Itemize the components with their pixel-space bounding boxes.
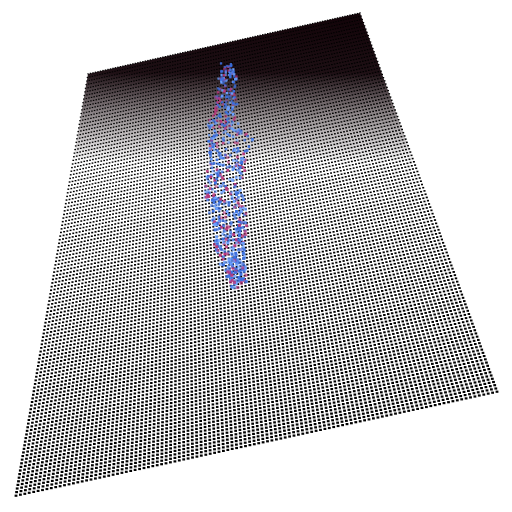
glowing-figure — [203, 62, 254, 290]
dot-grid — [14, 12, 499, 497]
